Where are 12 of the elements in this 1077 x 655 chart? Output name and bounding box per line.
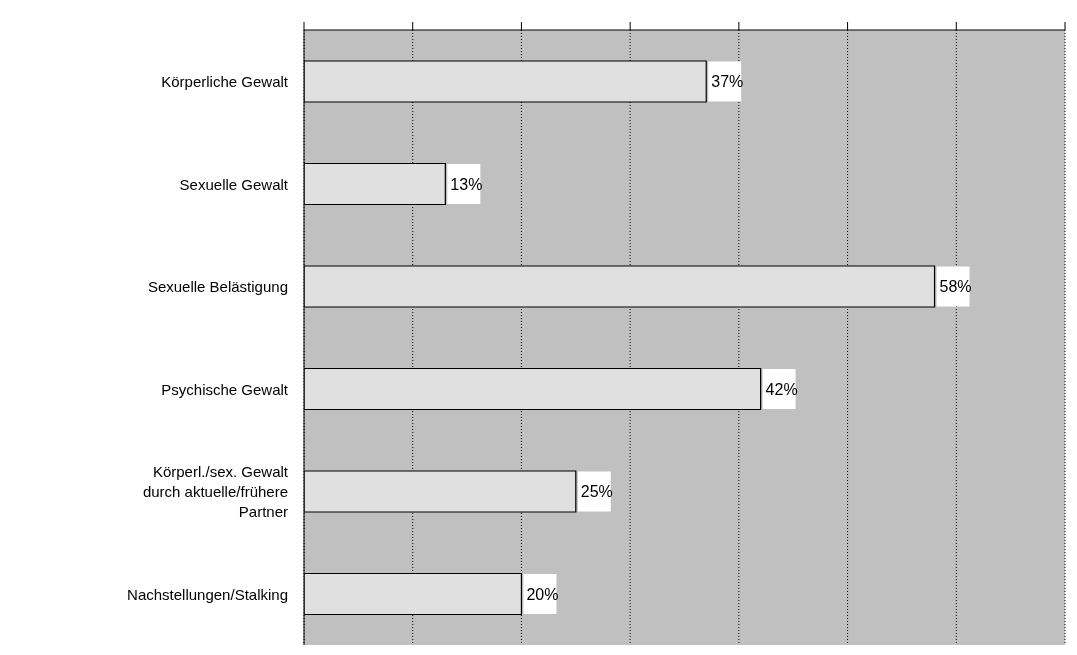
data-label: 13% bbox=[450, 175, 483, 193]
data-label: 58% bbox=[939, 278, 972, 295]
y-tick-label: Nachstellungen/Stalking bbox=[127, 585, 288, 603]
data-label: 20% bbox=[526, 585, 559, 603]
data-label: 42% bbox=[765, 380, 798, 398]
data-label: 25% bbox=[580, 483, 613, 500]
y-tick-label: Psychische Gewalt bbox=[161, 380, 289, 398]
y-tick-label: Körperliche Gewalt bbox=[161, 72, 289, 90]
y-tick-label: Sexuelle Gewalt bbox=[179, 175, 289, 193]
y-tick-label: Körperl./sex. Gewalt durch aktuelle/frühere Partner bbox=[142, 462, 289, 520]
data-label: 37% bbox=[711, 73, 744, 90]
y-tick-label: Sexuelle Belästigung bbox=[147, 277, 288, 295]
